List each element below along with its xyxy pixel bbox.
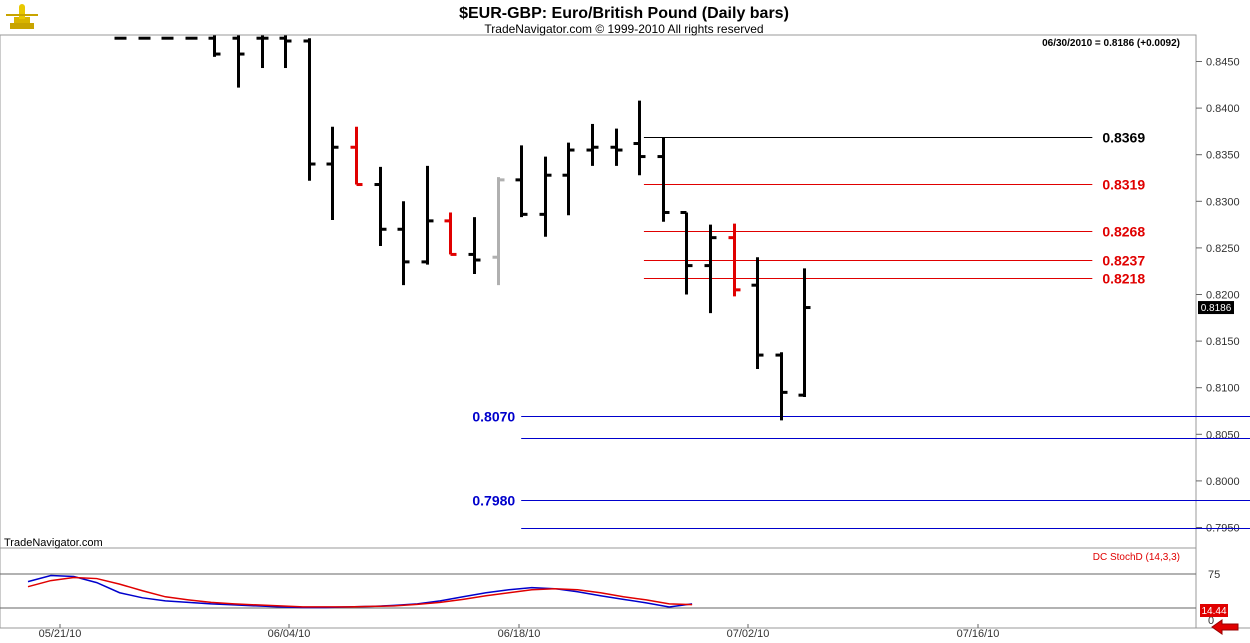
x-tick-label: 06/18/10 (498, 628, 541, 640)
ohlc-bar (208, 35, 221, 57)
ohlc-bar (704, 224, 717, 314)
ohlc-bar (728, 223, 741, 297)
ohlc-bars (114, 35, 811, 421)
y-tick-label: 0.8400 (1206, 103, 1240, 115)
ohlc-bar (492, 177, 505, 286)
chart-subtitle: TradeNavigator.com © 1999-2010 All right… (484, 22, 763, 36)
x-tick-label: 05/21/10 (39, 628, 82, 640)
stoch-75-label: 75 (1208, 569, 1220, 581)
ohlc-bar (775, 352, 788, 421)
x-tick-label: 07/16/10 (957, 628, 1000, 640)
ohlc-bar (326, 126, 339, 220)
ohlc-bar (610, 128, 623, 166)
ohlc-bar (539, 156, 552, 237)
stoch-value-label: 14.44 (1201, 606, 1226, 617)
level-label: 0.8319 (1102, 177, 1145, 193)
last-quote: 06/30/2010 = 0.8186 (+0.0092) (1042, 38, 1180, 49)
ohlc-bar (657, 136, 670, 222)
stoch-value-marker: 14.44 (1200, 604, 1228, 617)
current-price-marker: 0.8186 (1198, 301, 1234, 315)
y-axis: 0.84500.84000.83500.83000.82500.82000.81… (1196, 57, 1240, 535)
chart-title: $EUR-GBP: Euro/British Pound (Daily bars… (459, 5, 789, 22)
ohlc-bar (562, 142, 575, 216)
ohlc-bar (586, 123, 599, 166)
level-label: 0.7980 (472, 493, 515, 509)
current-price-label: 0.8186 (1201, 303, 1232, 314)
y-tick-label: 0.8100 (1206, 383, 1240, 395)
ohlc-bar (444, 212, 457, 256)
stoch-line (27, 576, 693, 608)
ohlc-bar (751, 257, 764, 370)
indicator-title: DC StochD (14,3,3) (1093, 552, 1180, 563)
ohlc-bar (421, 165, 434, 265)
ohlc-bar (515, 145, 528, 218)
level-label: 0.8237 (1102, 253, 1145, 269)
indicator-pane-frame (0, 547, 1197, 629)
ohlc-bar (680, 210, 693, 295)
ohlc-bar (232, 35, 245, 88)
y-tick-label: 0.8300 (1206, 196, 1240, 208)
ohlc-bar (397, 201, 410, 286)
level-label: 0.8070 (472, 409, 515, 425)
watermark: TradeNavigator.com (4, 537, 103, 549)
x-axis: 05/21/10 06/04/10 06/18/10 07/02/10 07/16/10 (39, 624, 1000, 640)
x-tick-label: 07/02/10 (727, 628, 770, 640)
y-tick-label: 0.8450 (1206, 57, 1240, 69)
price-pane-frame (0, 34, 1197, 549)
scroll-right-arrow-icon[interactable] (1211, 619, 1239, 635)
price-levels: 0.8369 0.8319 0.8268 0.8237 0.8218 0.8070 0.80… (472, 130, 1250, 529)
y-tick-label: 0.8250 (1206, 243, 1240, 255)
y-tick-label: 0.8000 (1206, 476, 1240, 488)
ohlc-bar (303, 38, 316, 181)
y-tick-label: 0.8050 (1206, 429, 1240, 441)
ohlc-bar (256, 35, 269, 69)
stochastic-lines (27, 574, 693, 609)
stoch-0-label: 0 (1208, 615, 1214, 627)
ohlc-bar (374, 166, 387, 247)
level-label: 0.8218 (1102, 271, 1145, 287)
ohlc-bar (468, 217, 481, 274)
ohlc-bar (350, 126, 363, 187)
y-tick-label: 0.8200 (1206, 290, 1240, 302)
level-label: 0.8268 (1102, 224, 1145, 240)
ohlc-bar (279, 35, 292, 69)
ohlc-bar (633, 100, 646, 176)
ohlc-bar (798, 268, 811, 398)
x-tick-label: 06/04/10 (268, 628, 311, 640)
y-tick-label: 0.8350 (1206, 150, 1240, 162)
level-label: 0.8369 (1102, 130, 1145, 146)
trade-navigator-logo (6, 4, 38, 29)
y-tick-label: 0.8150 (1206, 336, 1240, 348)
